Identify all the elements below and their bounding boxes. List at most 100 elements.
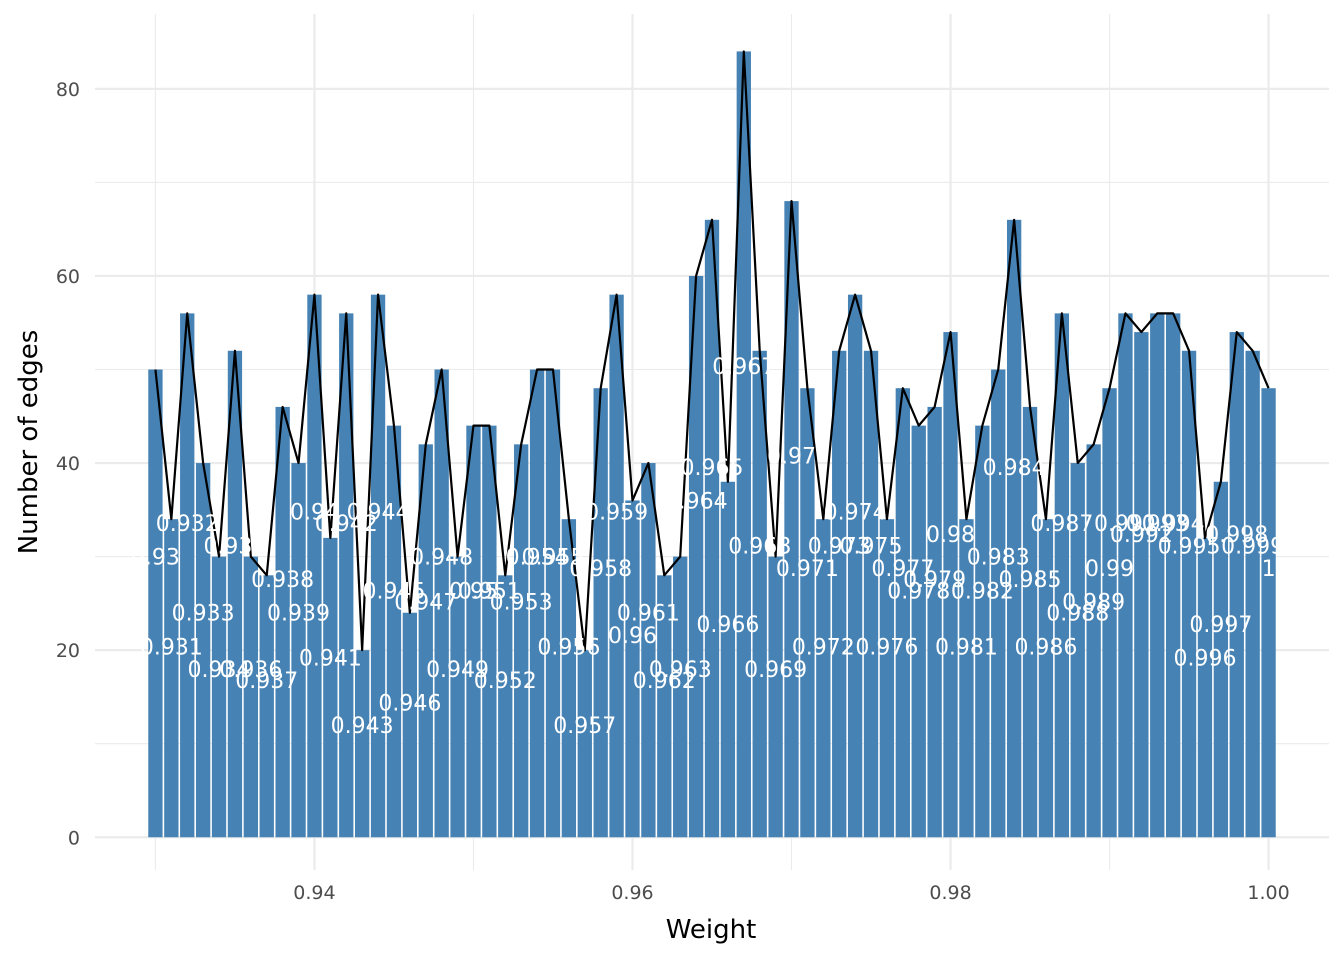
bar bbox=[1134, 332, 1149, 838]
data-label: 0.966 bbox=[696, 613, 759, 638]
data-label: 0.961 bbox=[617, 602, 680, 627]
bar bbox=[1006, 219, 1022, 838]
data-label: 0.957 bbox=[553, 714, 616, 739]
data-label: 0.978 bbox=[887, 579, 950, 604]
data-label: 1 bbox=[1262, 557, 1276, 582]
bar bbox=[466, 425, 481, 838]
bar bbox=[1197, 537, 1213, 838]
data-label: 0.934 bbox=[188, 658, 251, 683]
data-label: 0.976 bbox=[855, 635, 918, 660]
y-tick-label: 80 bbox=[56, 79, 80, 101]
data-label: 0.949 bbox=[426, 658, 489, 683]
bar bbox=[688, 275, 704, 838]
data-label: 0.946 bbox=[378, 692, 441, 717]
data-label: 0.999 bbox=[1221, 534, 1284, 559]
bar bbox=[275, 406, 290, 838]
bar bbox=[784, 201, 799, 838]
y-tick-label: 0 bbox=[68, 827, 80, 849]
data-label: 0.986 bbox=[1014, 635, 1077, 660]
data-label: 0.959 bbox=[585, 501, 648, 526]
bar bbox=[243, 556, 258, 838]
data-label: 0.98 bbox=[926, 523, 975, 548]
data-label: 0.965 bbox=[681, 456, 744, 481]
bar bbox=[211, 556, 227, 838]
bar bbox=[673, 556, 688, 838]
data-label: 0.935 bbox=[203, 534, 266, 559]
bar bbox=[1245, 350, 1260, 838]
bar bbox=[195, 463, 211, 838]
bar bbox=[545, 369, 561, 838]
bar bbox=[720, 481, 736, 838]
x-tick-label: 0.96 bbox=[611, 882, 653, 904]
bar bbox=[1086, 444, 1101, 838]
bar bbox=[800, 388, 815, 838]
data-label: 0.997 bbox=[1189, 613, 1252, 638]
bar bbox=[736, 51, 751, 838]
bar bbox=[1054, 313, 1070, 838]
bar bbox=[911, 425, 926, 838]
bar bbox=[577, 650, 592, 838]
data-label: 0.971 bbox=[776, 557, 839, 582]
bar bbox=[863, 350, 879, 838]
data-label: 0.998 bbox=[1205, 523, 1268, 548]
y-tick-label: 20 bbox=[56, 640, 80, 662]
bar bbox=[227, 350, 243, 838]
bar bbox=[609, 294, 624, 838]
data-label: 0.968 bbox=[728, 534, 791, 559]
data-label: 0.93 bbox=[131, 546, 180, 571]
data-label: 0.994 bbox=[1142, 512, 1205, 537]
data-label: 0.943 bbox=[331, 714, 394, 739]
data-label: 0.937 bbox=[235, 669, 298, 694]
data-label: 0.973 bbox=[808, 534, 871, 559]
tick-labels: 0 20 40 60 80 0.94 0.96 0.98 1.00 bbox=[56, 79, 1290, 904]
data-label: 0.983 bbox=[967, 546, 1030, 571]
data-label: 0.979 bbox=[903, 568, 966, 593]
data-label: 0.936 bbox=[219, 658, 282, 683]
bar bbox=[768, 556, 783, 838]
data-label: 0.985 bbox=[999, 568, 1062, 593]
data-label: 0.97 bbox=[767, 445, 816, 470]
y-axis-title: Number of edges bbox=[14, 330, 44, 555]
data-label: 0.939 bbox=[267, 602, 330, 627]
data-label: 0.954 bbox=[506, 546, 569, 571]
data-label: 0.989 bbox=[1062, 591, 1125, 616]
data-label: 0.945 bbox=[362, 579, 425, 604]
bar bbox=[498, 575, 513, 838]
data-label: 0.993 bbox=[1126, 512, 1189, 537]
data-label: 0.982 bbox=[951, 579, 1014, 604]
data-label: 0.974 bbox=[824, 501, 887, 526]
trend-line bbox=[154, 50, 1270, 652]
bar bbox=[180, 313, 195, 838]
x-tick-label: 0.98 bbox=[929, 882, 971, 904]
bar bbox=[1213, 481, 1229, 838]
bar bbox=[847, 294, 863, 838]
bar bbox=[625, 500, 640, 838]
bar bbox=[943, 332, 958, 838]
data-label: 0.972 bbox=[792, 635, 855, 660]
bar bbox=[291, 463, 306, 838]
y-tick-label: 40 bbox=[56, 453, 80, 475]
data-label: 0.991 bbox=[1094, 512, 1157, 537]
data-label: 0.956 bbox=[537, 635, 600, 660]
bar bbox=[641, 463, 656, 838]
bar bbox=[418, 444, 433, 838]
bar bbox=[1229, 332, 1244, 838]
bar bbox=[593, 388, 608, 838]
bar bbox=[1070, 463, 1085, 838]
data-label: 0.969 bbox=[744, 658, 807, 683]
data-label: 0.933 bbox=[172, 602, 235, 627]
bar bbox=[339, 313, 354, 838]
data-label: 0.955 bbox=[521, 546, 584, 571]
data-label: 0.952 bbox=[474, 669, 537, 694]
bar bbox=[370, 294, 386, 838]
bar bbox=[1181, 350, 1197, 838]
data-label: 0.984 bbox=[983, 456, 1046, 481]
bar bbox=[816, 519, 831, 838]
bars bbox=[148, 51, 1276, 838]
data-label: 0.99 bbox=[1085, 557, 1134, 582]
data-label: 0.94 bbox=[290, 501, 339, 526]
bar bbox=[323, 537, 338, 838]
bar bbox=[991, 369, 1006, 838]
bar bbox=[148, 369, 163, 838]
